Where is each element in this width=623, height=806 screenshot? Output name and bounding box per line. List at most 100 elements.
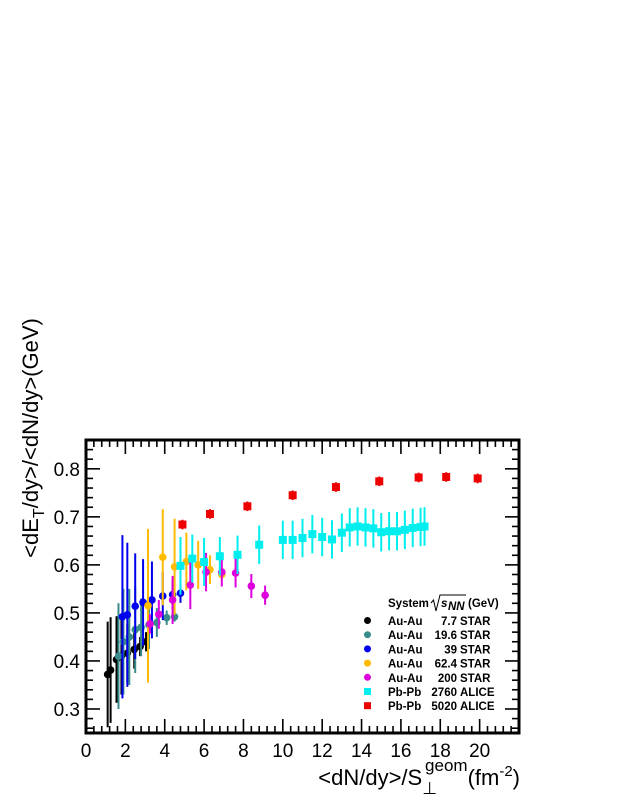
legend-energy: 62.4 [435,659,458,671]
legend-marker [364,645,371,653]
data-point [308,530,317,539]
data-point [146,620,154,628]
x-tick-label: 14 [351,741,373,762]
data-point [194,561,202,569]
data-point [328,535,337,544]
legend-entry: Pb-Pb 2760 ALICE [364,687,495,699]
x-tick-label: 0 [81,741,92,762]
series-pb-pb-5020 [178,472,482,530]
data-point [205,509,214,518]
data-point [106,666,115,674]
series-pb-pb-2760 [176,507,429,595]
legend-marker [364,659,371,667]
tick-labels: 0 2 4 6 8 10 12 14 16 18 20 0.3 0.4 0.5 0.6 0.7 0.8 [54,460,491,762]
data-point [420,522,429,531]
legend-experiment: STAR [460,630,491,642]
legend-marker [364,617,371,624]
data-point [408,523,417,532]
data-point [261,591,269,599]
series-au-au-200 [146,552,269,634]
data-point [178,520,187,529]
series-au-au-62.4 [144,509,226,683]
data-point [144,601,152,610]
legend-entry: Au-Au 62.4 STAR [364,659,491,671]
data-point [131,602,140,610]
data-point [186,581,195,589]
legend-entry: Pb-Pb 5020 ALICE [364,701,495,713]
data-point [243,502,252,511]
legend-experiment: STAR [460,644,491,656]
legend-energy: 39 [444,644,457,656]
x-tick-label: 10 [272,741,293,762]
legend-experiment: STAR [460,673,491,685]
legend-system: Pb-Pb [388,701,421,713]
legend-header-unit: (GeV) [468,598,499,610]
data-point [331,483,340,492]
data-point [473,474,482,483]
data-point [176,561,185,570]
data-point [170,563,179,571]
y-tick-label: 0.6 [54,556,80,577]
legend-entry: Au-Au 200 STAR [364,673,491,685]
y-tick-label: 0.4 [54,652,81,673]
x-tick-label: 8 [238,741,249,762]
data-point [337,528,346,537]
y-tick-label: 0.7 [54,508,80,529]
legend-entry: Au-Au 19.6 STAR [364,630,491,642]
legend-entry: Au-Au 39 STAR [364,644,491,656]
data-point [233,550,242,559]
x-axis-title: <dN/dy>/S⊥geom(fm-2) [318,756,520,798]
legend-system: Au-Au [388,616,423,628]
x-tick-label: 20 [469,741,490,762]
legend-system: Au-Au [388,659,423,671]
legend-experiment: STAR [460,616,491,628]
x-tick-label: 6 [199,741,210,762]
legend-energy: 19.6 [435,630,457,642]
x-tick-label: 16 [390,741,411,762]
data-point [345,523,354,532]
y-axis-title: <dET/dy>/<dN/dy>(GeV) [18,318,48,558]
data-point [155,610,163,619]
legend-energy: 200 [438,673,457,685]
data-point [148,596,156,604]
data-point [361,523,370,532]
legend-marker [364,702,371,710]
legend-sqrt-symbol: s NN [430,594,466,613]
legend-experiment: ALICE [460,701,495,713]
x-tick-label: 18 [430,741,451,762]
data-point [377,528,386,537]
plot-frame [84,438,521,735]
svg-text:s: s [441,598,447,610]
data-point [114,652,123,660]
legend-marker [364,631,371,639]
data-point [247,582,256,590]
legend-energy: 2760 [431,687,457,699]
data-point [353,522,362,531]
x-tick-label: 4 [159,741,170,762]
data-point [400,525,409,534]
svg-text:NN: NN [448,601,465,613]
legend-system: Pb-Pb [388,687,421,699]
legend-experiment: STAR [460,659,491,671]
data-point [123,611,132,619]
data-point [162,613,171,622]
data-point [442,472,451,481]
data-markers [103,472,482,728]
legend-energy: 7.7 [441,616,457,628]
data-point [318,533,327,542]
data-point [255,540,264,549]
data-point [200,558,209,567]
data-point [392,527,401,536]
x-tick-label: 2 [120,741,131,762]
data-point [385,527,394,536]
data-point [188,554,197,563]
legend-system: Au-Au [388,644,423,656]
legend-entry: Au-Au 7.7 STAR [364,616,491,628]
series-au-au-39 [118,535,185,699]
data-point [288,491,297,500]
y-tick-label: 0.8 [54,460,80,481]
legend-system: Au-Au [388,630,423,642]
